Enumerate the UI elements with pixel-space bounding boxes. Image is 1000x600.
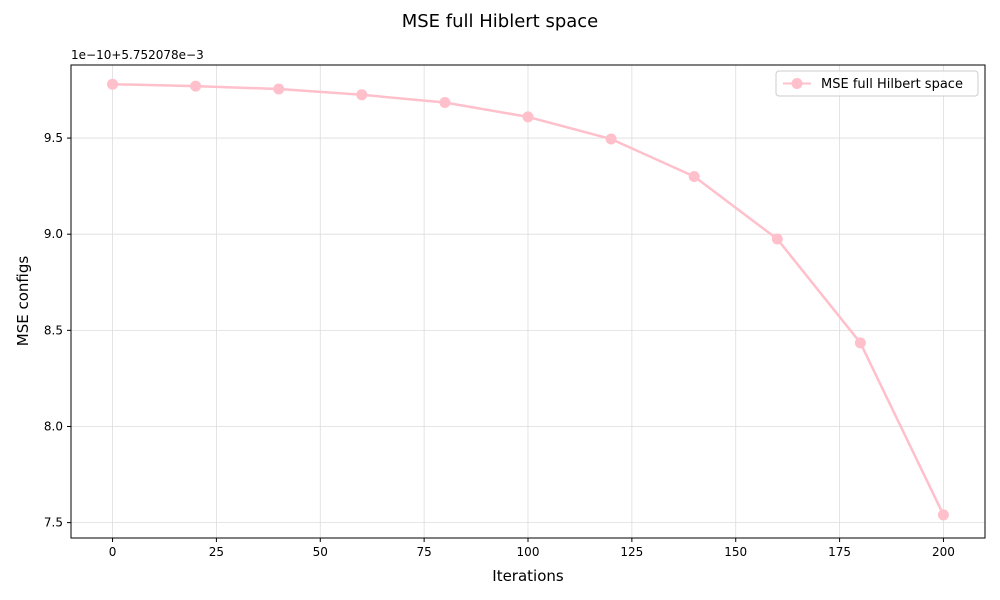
data-point (688, 171, 700, 183)
data-point (522, 111, 534, 123)
x-tick-label: 150 (724, 545, 747, 559)
x-tick-label: 75 (416, 545, 431, 559)
data-point (439, 96, 451, 108)
x-tick-label: 25 (209, 545, 224, 559)
x-tick-label: 175 (828, 545, 851, 559)
legend-label: MSE full Hilbert space (821, 77, 963, 92)
y-axis-ticks: 7.5 8.0 8.5 9.0 9.5 (44, 131, 71, 530)
series-layer (107, 78, 949, 521)
y-tick-label: 8.5 (44, 323, 63, 337)
legend-marker-swatch (791, 78, 803, 89)
legend: MSE full Hilbert space (775, 70, 979, 97)
data-point (273, 83, 285, 95)
y-tick-label: 8.0 (44, 419, 63, 433)
data-point (771, 233, 783, 245)
y-axis-label: MSE configs (14, 256, 32, 347)
y-tick-label: 7.5 (44, 516, 63, 530)
chart-title: MSE full Hiblert space (402, 11, 599, 32)
data-point (356, 89, 368, 101)
y-axis-offset-label: 1e−10+5.752078e−3 (71, 48, 204, 62)
data-point (937, 509, 949, 521)
x-tick-label: 50 (313, 545, 328, 559)
data-point (854, 337, 866, 349)
data-point (190, 80, 202, 92)
legend-box (775, 70, 979, 97)
y-tick-label: 9.5 (44, 131, 63, 145)
x-tick-label: 100 (517, 545, 540, 559)
x-tick-label: 0 (109, 545, 117, 559)
data-point (605, 133, 617, 145)
x-tick-label: 125 (620, 545, 643, 559)
x-axis-label: Iterations (492, 567, 564, 585)
data-point (107, 78, 119, 90)
x-tick-label: 200 (932, 545, 955, 559)
grid (71, 65, 985, 538)
x-axis-ticks: 0 25 50 75 100 125 150 175 200 (109, 538, 955, 559)
y-tick-label: 9.0 (44, 227, 63, 241)
